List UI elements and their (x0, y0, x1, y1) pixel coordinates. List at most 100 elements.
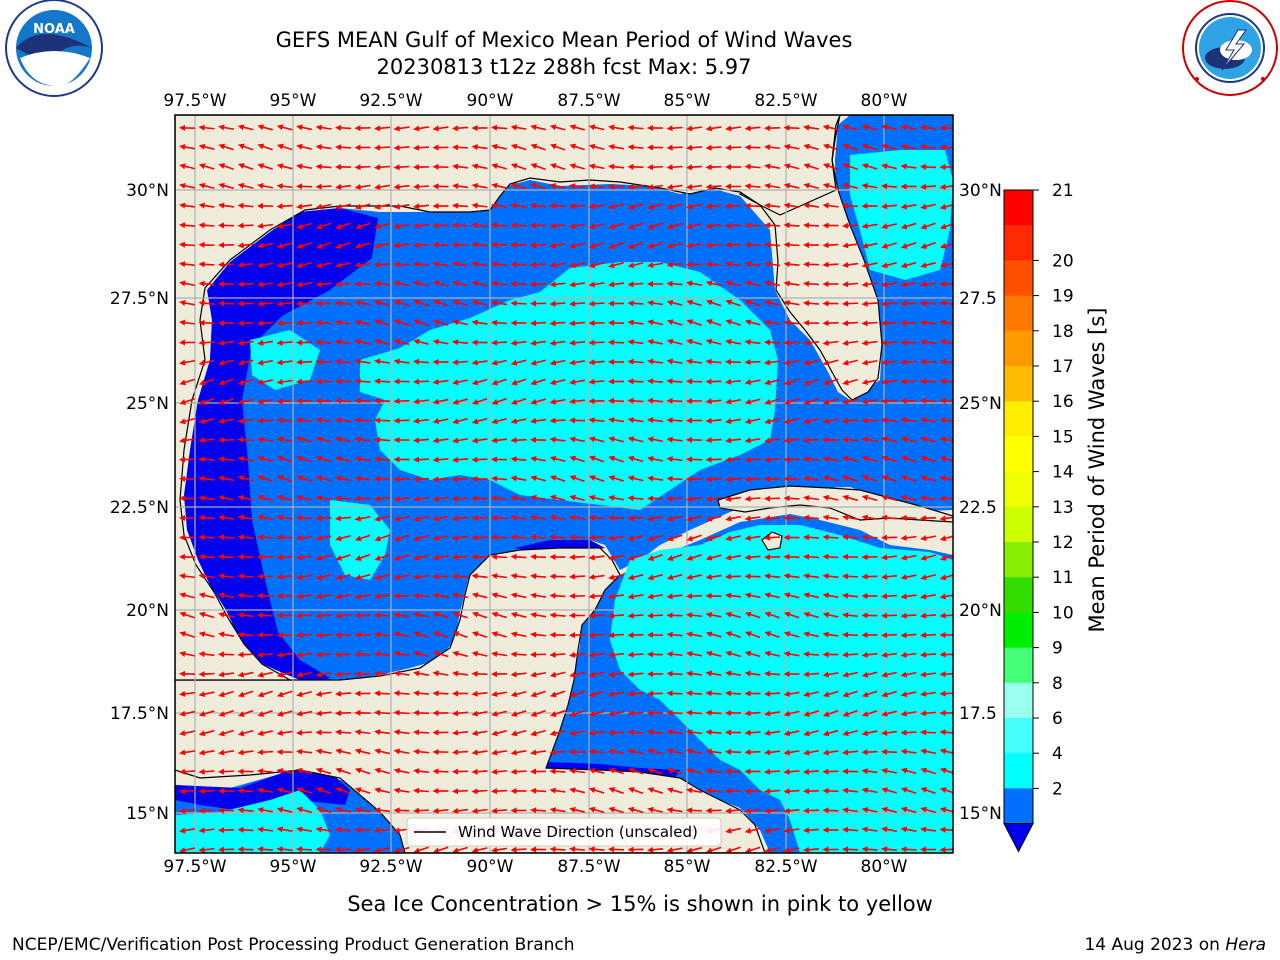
wind-arrow (842, 671, 859, 678)
wind-arrow (179, 710, 196, 717)
wind-arrow (237, 378, 254, 386)
wind-arrow (569, 534, 586, 541)
wind-arrow (608, 691, 625, 698)
wind-arrow (647, 436, 664, 443)
wind-arrow (725, 611, 741, 619)
wind-arrow (237, 534, 254, 541)
wind-arrow (647, 417, 664, 424)
wind-arrow (842, 242, 859, 249)
wind-arrow (667, 553, 683, 561)
wind-arrow (549, 339, 566, 346)
wind-arrow (393, 456, 410, 463)
wind-arrow (179, 437, 196, 444)
wind-arrow (647, 729, 664, 736)
wind-arrow (296, 846, 313, 853)
wind-arrow (315, 300, 332, 307)
wind-arrow (588, 183, 605, 190)
wind-arrow (569, 242, 585, 249)
wind-arrow (783, 143, 800, 150)
wind-arrow (335, 144, 352, 151)
wind-arrow (861, 592, 878, 599)
wind-arrow (881, 320, 898, 327)
lat-label-right-4: 20°N (959, 601, 1002, 621)
wind-arrow (257, 300, 274, 307)
wind-arrow (647, 338, 664, 345)
colorbar-tick-label: 20 (1052, 251, 1074, 271)
wind-arrow (569, 124, 585, 131)
wind-arrow (354, 436, 371, 443)
wind-arrow (335, 767, 351, 775)
wind-arrow (842, 300, 859, 307)
wind-arrow (491, 749, 508, 756)
wind-arrow (705, 338, 722, 346)
wind-arrow (179, 456, 196, 463)
wind-arrow (822, 281, 839, 288)
wind-arrow (452, 125, 469, 132)
wind-arrow (374, 515, 390, 522)
wind-arrow (744, 749, 761, 756)
wind-arrow (920, 397, 937, 404)
wind-arrow (608, 593, 625, 600)
wind-arrow (179, 768, 196, 775)
wind-arrow (647, 222, 663, 230)
wind-arrow (471, 710, 488, 717)
wind-arrow (725, 222, 742, 229)
wind-arrow (627, 515, 644, 522)
wind-arrow (861, 163, 878, 170)
wind-arrow (315, 729, 332, 736)
wind-arrow (198, 378, 215, 386)
wind-arrow (666, 807, 683, 814)
wind-arrow (900, 729, 917, 736)
wind-arrow (842, 729, 858, 737)
wind-arrow (900, 632, 917, 639)
wind-arrow (393, 748, 410, 755)
wind-arrow (588, 514, 605, 521)
wind-arrow (471, 339, 488, 346)
wind-arrow (900, 417, 917, 424)
wind-arrow (647, 124, 664, 131)
wind-arrow (510, 553, 527, 560)
wind-arrow (218, 553, 235, 560)
wind-arrow (530, 359, 546, 366)
wind-arrow (686, 125, 703, 132)
long-period-blob-b (250, 330, 320, 390)
wind-arrow (530, 475, 546, 482)
wind-arrow (549, 846, 566, 853)
wind-arrow (354, 612, 371, 619)
wind-arrow (569, 651, 586, 658)
wind-arrow (627, 319, 644, 326)
wind-arrow (452, 241, 469, 248)
wind-arrow (549, 455, 566, 463)
wind-arrow (374, 651, 391, 658)
wind-arrow (355, 553, 371, 561)
wind-arrow (939, 573, 953, 581)
wind-arrow (881, 690, 897, 698)
wind-arrow (744, 495, 761, 502)
wind-arrow (842, 202, 859, 209)
wind-arrow (296, 729, 313, 736)
wind-arrow (452, 729, 469, 736)
wind-arrow (335, 534, 351, 542)
wind-arrow (432, 378, 449, 385)
wind-arrow (764, 690, 781, 697)
wind-arrow (257, 222, 274, 229)
wind-arrow (354, 670, 371, 677)
wind-arrow (588, 671, 605, 678)
wind-arrow (354, 826, 371, 833)
wind-arrow (725, 338, 742, 345)
wind-arrow (939, 242, 953, 249)
wind-arrow (666, 690, 683, 697)
wind-arrow (842, 690, 858, 698)
wind-arrow (822, 826, 839, 833)
wind-arrow (725, 709, 742, 716)
wind-arrow (822, 807, 839, 814)
wind-arrow (764, 788, 781, 795)
wind-arrow (881, 203, 898, 210)
wind-arrow (510, 418, 527, 425)
wind-arrow (354, 397, 371, 404)
wind-arrow (413, 748, 430, 755)
wind-arrow (647, 671, 664, 678)
wind-arrow (432, 592, 449, 599)
footer-branch: NCEP/EMC/Verification Post Processing Pr… (12, 935, 575, 955)
wind-arrow (432, 183, 449, 190)
